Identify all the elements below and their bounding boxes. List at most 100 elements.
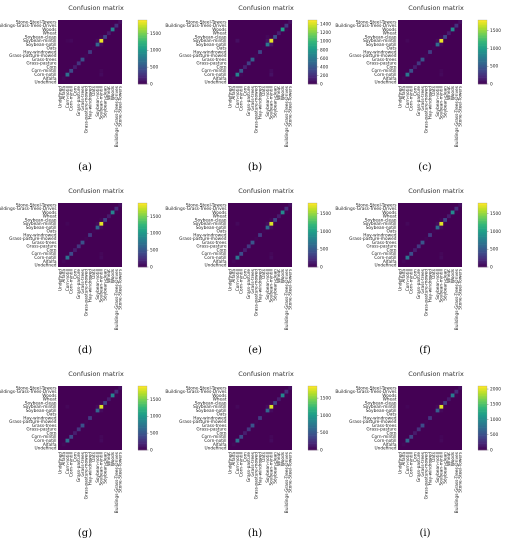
colorbar-segment — [478, 66, 487, 69]
heatmap-cell — [435, 221, 440, 226]
x-tick-label: Undefined — [227, 452, 233, 474]
colorbar-segment — [138, 246, 147, 249]
colorbar-segment — [138, 69, 147, 72]
colorbar-segment — [308, 34, 317, 37]
colorbar-segment — [478, 243, 487, 245]
colorbar-segment — [138, 55, 147, 58]
heatmap-cell — [439, 38, 444, 43]
colorbar-segment — [478, 69, 487, 72]
x-tick-label: Hay-windrowed — [257, 269, 263, 302]
colorbar-segment — [138, 212, 147, 215]
heatmap-cell — [250, 57, 255, 62]
colorbar-segment — [308, 390, 317, 393]
heatmap-cell — [99, 401, 104, 405]
heatmap-cell — [454, 206, 459, 211]
y-tick-label: Hay-windrowed — [193, 415, 226, 421]
x-tick-label: Grass-pasture — [416, 86, 422, 116]
y-tick-label: Grass-pasture-mowed — [9, 419, 57, 425]
colorbar-segment — [308, 400, 317, 403]
colorbar-segment — [308, 31, 317, 34]
heatmap-cell — [269, 251, 274, 256]
heatmap-cell — [405, 255, 410, 260]
colorbar-segment — [308, 265, 317, 268]
heatmap-cell — [439, 408, 444, 413]
y-tick-label: Woods — [42, 393, 57, 399]
colorbar-segment — [138, 410, 147, 412]
colorbar-segment — [138, 225, 147, 228]
y-tick-label: Grass-trees — [202, 423, 227, 429]
colorbar-segment — [478, 55, 487, 58]
y-tick-label: Wheat — [383, 397, 397, 403]
x-tick-label: Alfalfa — [401, 452, 407, 466]
y-tick-label: Wheat — [213, 214, 227, 220]
y-tick-label: Oats — [387, 412, 398, 418]
heatmap-cell — [106, 397, 111, 402]
colorbar-segment — [478, 397, 487, 400]
colorbar-segment — [478, 223, 487, 226]
colorbar-tick-label: 0 — [490, 447, 493, 453]
y-tick-label: Grass-pasture-mowed — [179, 236, 227, 242]
x-tick-label: Grass-trees — [420, 268, 426, 293]
colorbar-segment — [308, 82, 317, 85]
colorbar-segment — [478, 252, 487, 255]
colorbar-segment — [138, 442, 147, 444]
colorbar-segment — [308, 247, 317, 250]
x-tick-label: Soybean-notill — [435, 452, 441, 483]
confusion-matrix-panel: Confusion matrix Undefined Alfalfa Corn-not… — [0, 183, 170, 366]
colorbar-segment — [478, 204, 487, 207]
colorbar-segment — [478, 446, 487, 449]
confusion-matrix-plot: Confusion matrixUndefinedAlfalfaCorn-not… — [165, 370, 331, 513]
colorbar-segment — [308, 418, 317, 420]
colorbar-tick-label: 1000 — [320, 39, 331, 45]
colorbar-tick-label: 1000 — [150, 231, 161, 237]
heatmap-cell — [91, 412, 96, 417]
y-tick-label: Wheat — [43, 31, 57, 37]
colorbar-segment — [138, 34, 147, 37]
x-tick-label: Soybean-mintill — [99, 452, 105, 486]
colorbar-segment — [478, 405, 487, 408]
y-tick-label: Corn — [386, 430, 396, 436]
heatmap-cell — [269, 225, 274, 230]
y-tick-label: Woods — [212, 27, 227, 33]
colorbar-frame — [477, 19, 488, 85]
y-tick-label: Stone-Steel-Towers — [186, 385, 227, 391]
chart-title: Confusion matrix — [408, 187, 464, 195]
x-tick-label: Oats — [431, 451, 437, 462]
colorbar-segment — [308, 395, 317, 398]
colorbar-segment — [138, 422, 147, 425]
colorbar-segment — [478, 74, 487, 77]
heatmap-cell — [254, 53, 259, 58]
heatmap-cell — [416, 427, 421, 432]
colorbar-segment — [138, 416, 147, 419]
heatmap-cell — [405, 221, 410, 226]
colorbar-segment — [308, 398, 317, 401]
heatmap-cell — [288, 203, 293, 207]
x-tick-label: Grass-trees — [420, 85, 426, 110]
colorbar-segment — [478, 442, 487, 444]
y-tick-label: Oats — [47, 46, 58, 52]
x-tick-label: Stone-Steel-Towers — [118, 451, 124, 492]
colorbar-tick-label: 1500 — [150, 214, 161, 220]
x-tick-label: Undefined — [397, 86, 403, 108]
x-tick-label: Grass-pasture-mowed — [424, 269, 430, 317]
x-tick-label: Corn-notill — [235, 269, 241, 291]
y-tick-label: Grass-trees — [202, 240, 227, 246]
colorbar-segment — [138, 402, 147, 404]
heatmap-cell — [258, 50, 262, 54]
colorbar-segment — [478, 82, 487, 85]
colorbar-segment — [138, 24, 147, 27]
y-tick-label: Alfalfa — [383, 76, 397, 82]
y-tick-label: Alfalfa — [43, 259, 57, 265]
x-tick-label: Wheat — [106, 269, 112, 283]
heatmap-cell — [235, 221, 240, 226]
y-tick-label: Oats — [217, 46, 228, 52]
colorbar-segment — [478, 411, 487, 414]
colorbar-segment — [138, 203, 147, 205]
y-tick-label: Buildings-Grass-Trees-Drives — [165, 23, 227, 29]
colorbar-segment — [308, 403, 317, 406]
colorbar-segment — [138, 227, 147, 229]
heatmap-cell — [95, 404, 100, 409]
heatmap-cell — [439, 221, 444, 226]
colorbar-segment — [478, 233, 487, 236]
y-tick-label: Soybean-clean — [25, 217, 57, 223]
